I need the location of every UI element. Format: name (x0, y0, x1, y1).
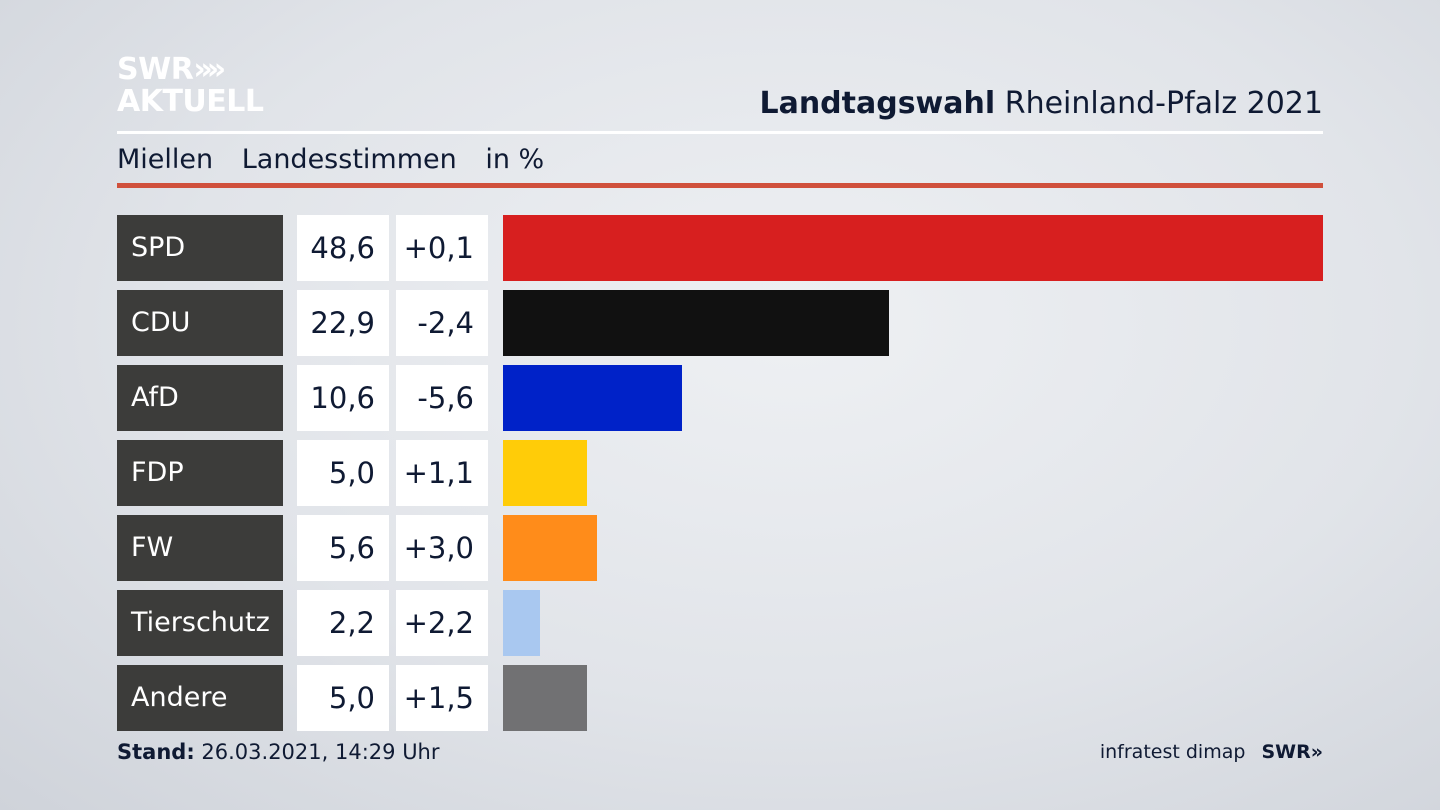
result-bar (503, 515, 597, 581)
vote-share-value: 5,0 (297, 440, 389, 506)
result-bar (503, 440, 587, 506)
party-label: Tierschutz (117, 590, 283, 656)
party-label: CDU (117, 290, 283, 356)
party-row: FDP 5,0 +1,1 (117, 440, 1323, 506)
source-name: infratest dimap (1099, 741, 1246, 763)
subtitle-type: Landesstimmen (241, 144, 457, 175)
party-label: SPD (117, 215, 283, 281)
party-row: CDU 22,9 -2,4 (117, 290, 1323, 356)
subtitle-unit: in % (485, 144, 545, 175)
change-value: +1,5 (396, 665, 488, 731)
party-row: SPD 48,6 +0,1 (117, 215, 1323, 281)
timestamp: Stand: 26.03.2021, 14:29 Uhr (117, 740, 440, 764)
page-title: Landtagswahl Rheinland-Pfalz 2021 (759, 86, 1323, 121)
vote-share-value: 5,6 (297, 515, 389, 581)
swr-aktuell-logo: SWR»» AKTUELL (117, 54, 277, 120)
party-row: FW 5,6 +3,0 (117, 515, 1323, 581)
change-value: +1,1 (396, 440, 488, 506)
vote-share-value: 48,6 (297, 215, 389, 281)
party-label: FW (117, 515, 283, 581)
change-value: -2,4 (396, 290, 488, 356)
result-bar (503, 365, 682, 431)
result-bar (503, 590, 540, 656)
vote-share-value: 5,0 (297, 665, 389, 731)
header-divider (117, 131, 1323, 134)
change-value: +2,2 (396, 590, 488, 656)
logo-line2: AKTUELL (117, 84, 264, 119)
footer-swr-logo: SWR» (1261, 741, 1323, 763)
party-row: Tierschutz 2,2 +2,2 (117, 590, 1323, 656)
subtitle-place: Miellen (117, 144, 214, 175)
vote-share-value: 22,9 (297, 290, 389, 356)
party-row: Andere 5,0 +1,5 (117, 665, 1323, 731)
change-value: +0,1 (396, 215, 488, 281)
title-rest: Rheinland-Pfalz 2021 (1004, 86, 1323, 121)
logo-line1: SWR (117, 52, 194, 87)
change-value: -5,6 (396, 365, 488, 431)
stand-value: 26.03.2021, 14:29 Uhr (201, 740, 440, 764)
source-credit: infratest dimap SWR» (1100, 741, 1323, 763)
title-bold: Landtagswahl (759, 86, 996, 121)
result-bar (503, 665, 587, 731)
change-value: +3,0 (396, 515, 488, 581)
vote-share-value: 10,6 (297, 365, 389, 431)
result-bar (503, 290, 889, 356)
stand-label: Stand: (117, 740, 195, 764)
party-label: FDP (117, 440, 283, 506)
accent-divider (117, 183, 1323, 188)
logo-chevrons: »» (193, 52, 226, 87)
result-bar (503, 215, 1323, 281)
party-row: AfD 10,6 -5,6 (117, 365, 1323, 431)
party-label: Andere (117, 665, 283, 731)
vote-share-value: 2,2 (297, 590, 389, 656)
subtitle: Miellen Landesstimmen in % (117, 144, 564, 175)
party-label: AfD (117, 365, 283, 431)
